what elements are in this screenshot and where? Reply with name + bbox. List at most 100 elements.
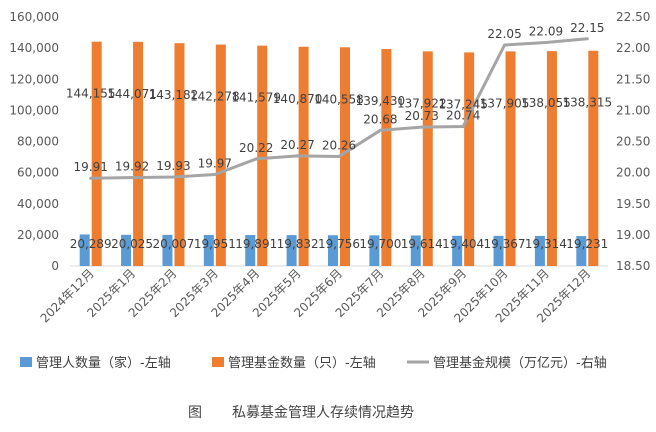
line-point (254, 157, 258, 161)
data-label-funds: 137,922 (397, 96, 447, 110)
data-label-managers: 19,832 (277, 237, 319, 251)
data-label-scale: 20.68 (363, 112, 397, 126)
bar-funds (422, 51, 433, 266)
data-label-funds: 142,278 (190, 90, 240, 104)
line-point (213, 172, 217, 176)
y-right-tick-label: 20.00 (616, 166, 650, 180)
data-label-scale: 19.93 (156, 159, 190, 173)
data-label-managers: 19,404 (442, 237, 484, 251)
caption-text: 私募基金管理人存续情况趋势 (232, 404, 414, 421)
data-label-managers: 19,367 (484, 237, 526, 251)
data-label-funds: 140,558 (314, 92, 364, 106)
data-label-scale: 20.73 (405, 109, 439, 123)
data-label-scale: 22.15 (570, 21, 604, 35)
y-right-tick-label: 20.50 (616, 135, 650, 149)
data-label-funds: 140,870 (273, 92, 323, 106)
line-point (296, 154, 300, 158)
data-label-managers: 19,231 (566, 237, 608, 251)
legend-swatch-managers (20, 357, 32, 367)
bar-funds (133, 41, 144, 266)
legend-group: 管理人数量（家）-左轴 管理基金数量（只）-左轴 管理基金规模（万亿元）-右轴 (20, 355, 607, 371)
data-label-managers: 19,700 (359, 237, 401, 251)
bar-managers (534, 235, 545, 266)
y-right-tick-label: 19.00 (616, 228, 650, 242)
legend-label-scale: 管理基金规模（万亿元）-右轴 (433, 355, 607, 371)
data-label-managers: 19,756 (318, 237, 360, 251)
y-right-tick-label: 19.50 (616, 197, 650, 211)
y-right-tick-label: 21.00 (616, 103, 650, 117)
data-label-funds: 143,182 (149, 88, 199, 102)
bar-funds (257, 45, 268, 267)
data-label-scale: 19.97 (198, 156, 232, 170)
y-left-tick-label: 160,000 (9, 10, 59, 24)
bar-funds (588, 50, 599, 266)
bar-managers (162, 234, 173, 266)
y-right-tick-label: 21.50 (616, 72, 650, 86)
bar-managers (410, 235, 421, 266)
bar-funds (546, 51, 557, 267)
bar-managers (203, 234, 214, 266)
line-point (171, 175, 175, 179)
data-label-funds: 144,071 (107, 87, 157, 101)
x-tick-label: 2024年12月 (38, 266, 97, 325)
legend-label-funds: 管理基金数量（只）-左轴 (228, 355, 376, 371)
bar-managers (328, 235, 338, 266)
data-label-managers: 20,007 (152, 237, 194, 251)
data-label-funds: 137,245 (438, 97, 488, 111)
line-group (89, 37, 589, 180)
line-point (130, 176, 134, 180)
y-left-tick-label: 80,000 (17, 135, 59, 149)
line-point (544, 41, 548, 45)
caption-label: 图 (188, 405, 202, 421)
y-left-tick-label: 100,000 (9, 103, 59, 117)
data-label-scale: 20.22 (239, 141, 273, 155)
line-point (337, 154, 341, 158)
bar-managers (452, 235, 463, 266)
data-labels-group: 20,289 144,155 19.91 20,025 144,071 19.92 20,0… (66, 21, 612, 251)
bar-managers (493, 235, 504, 266)
data-label-scale: 22.09 (529, 25, 563, 39)
line-point (420, 125, 424, 129)
bar-funds (215, 44, 226, 266)
y-left-tick-label: 140,000 (9, 41, 59, 55)
bar-funds (174, 43, 185, 267)
line-point (378, 128, 382, 132)
bar-funds (381, 49, 392, 267)
data-label-scale: 20.26 (322, 138, 356, 152)
caption-group: 图 私募基金管理人存续情况趋势 (188, 404, 414, 421)
x-tick-labels-group: 2024年12月2025年1月2025年2月2025年3月2025年4月2025… (38, 266, 594, 325)
line-point (585, 37, 589, 41)
data-label-scale: 19.91 (74, 160, 108, 174)
bar-managers (245, 235, 256, 266)
data-label-managers: 20,025 (111, 237, 153, 251)
data-label-scale: 19.92 (115, 160, 149, 174)
data-label-funds: 139,430 (356, 94, 406, 108)
axes-group: 0 20,000 40,000 60,000 80,000 100,000 120,000 1… (9, 10, 650, 273)
y-right-tick-label: 22.00 (616, 41, 650, 55)
bar-funds (505, 51, 516, 266)
y-left-tick-label: 20,000 (17, 228, 59, 242)
data-label-managers: 19,891 (235, 237, 277, 251)
y-left-tick-label: 120,000 (9, 72, 59, 86)
y-right-tick-label: 22.50 (616, 10, 650, 24)
bar-funds (340, 47, 350, 267)
bar-managers (576, 236, 587, 266)
bar-funds (91, 41, 102, 266)
data-label-managers: 19,951 (194, 237, 236, 251)
bars-group (79, 41, 599, 267)
data-label-funds: 144,155 (66, 87, 116, 101)
data-label-funds: 137,905 (480, 96, 530, 110)
data-label-funds: 138,315 (562, 96, 612, 110)
bar-managers (286, 235, 297, 266)
legend-swatch-funds (212, 357, 224, 367)
y-right-tick-label: 18.50 (616, 259, 650, 273)
y-left-tick-label: 0 (51, 259, 59, 273)
line-point (89, 176, 93, 180)
data-label-scale: 20.27 (280, 138, 314, 152)
y-left-tick-label: 40,000 (17, 197, 59, 211)
y-left-tick-label: 60,000 (17, 166, 59, 180)
data-label-managers: 19,314 (525, 237, 567, 251)
bar-managers (79, 234, 90, 266)
